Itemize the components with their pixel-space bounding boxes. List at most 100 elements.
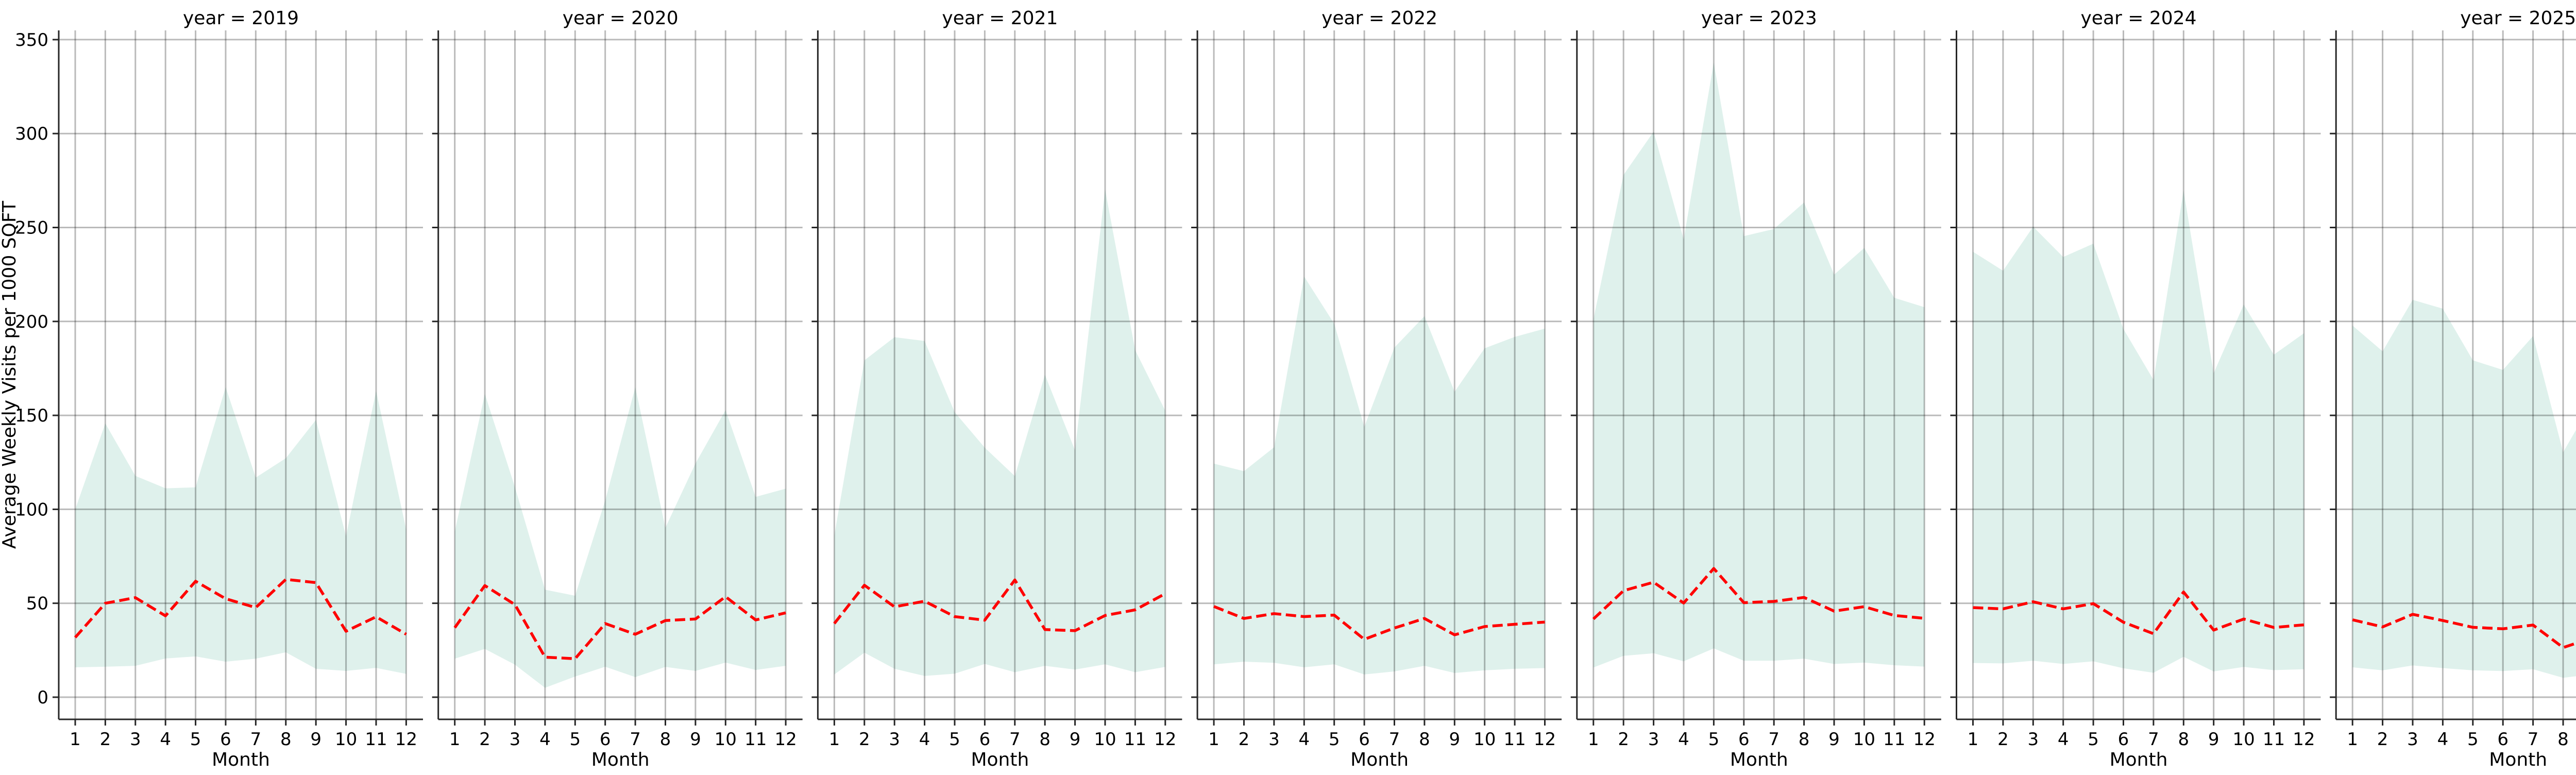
x-tick-label: 9: [1449, 729, 1460, 750]
x-tick-label: 11: [365, 729, 387, 750]
x-tick-label: 4: [539, 729, 551, 750]
x-tick-label: 9: [1828, 729, 1840, 750]
x-tick-label: 7: [1389, 729, 1400, 750]
x-tick-label: 10: [1094, 729, 1116, 750]
x-tick-label: 10: [715, 729, 737, 750]
y-tick-label: 100: [15, 499, 48, 520]
x-tick-label: 3: [2027, 729, 2039, 750]
x-tick-label: 1: [1588, 729, 1599, 750]
panel-title: year = 2019: [183, 8, 299, 29]
x-tick-label: 8: [2178, 729, 2189, 750]
x-tick-label: 4: [1678, 729, 1689, 750]
x-tick-label: 4: [1298, 729, 1310, 750]
median-line: [833, 578, 1166, 632]
x-tick-label: 5: [2088, 729, 2099, 750]
x-tick-label: 12: [774, 729, 796, 750]
x-tick-label: 8: [660, 729, 671, 750]
x-tick-label: 5: [1708, 729, 1720, 750]
x-tick-label: 5: [569, 729, 581, 750]
x-tick-label: 12: [395, 729, 417, 750]
x-tick-label: 4: [160, 729, 171, 750]
median-line: [1592, 567, 1925, 620]
x-tick-label: 2: [859, 729, 870, 750]
y-tick-label: 0: [37, 687, 48, 708]
x-tick-label: 8: [1419, 729, 1430, 750]
x-tick-label: 10: [335, 729, 357, 750]
x-tick-label: 11: [1503, 729, 1526, 750]
x-tick-label: 5: [190, 729, 201, 750]
x-tick-label: 11: [1883, 729, 1905, 750]
percentile-band: [834, 189, 1165, 676]
x-tick-label: 7: [1768, 729, 1780, 750]
x-tick-label: 12: [2293, 729, 2315, 750]
percentile-band: [454, 387, 786, 688]
x-axis-label: Month: [1350, 749, 1409, 770]
panel-title: year = 2022: [1321, 8, 1437, 29]
x-tick-label: 3: [2407, 729, 2418, 750]
y-tick-label: 300: [15, 124, 48, 144]
x-tick-label: 3: [1648, 729, 1659, 750]
x-tick-label: 2: [100, 729, 111, 750]
y-tick-label: 350: [15, 30, 48, 50]
x-tick-label: 5: [1329, 729, 1340, 750]
x-tick-label: 11: [1124, 729, 1146, 750]
x-tick-label: 8: [280, 729, 292, 750]
x-tick-label: 2: [1618, 729, 1629, 750]
x-tick-label: 1: [1208, 729, 1219, 750]
x-tick-label: 4: [2058, 729, 2069, 750]
y-tick-label: 200: [15, 312, 48, 332]
x-tick-label: 2: [1997, 729, 2009, 750]
panel-title: year = 2025: [2460, 8, 2576, 29]
median-line: [453, 584, 786, 661]
x-tick-label: 9: [690, 729, 701, 750]
x-tick-label: 11: [2263, 729, 2285, 750]
x-tick-label: 3: [510, 729, 521, 750]
x-tick-label: 9: [310, 729, 321, 750]
x-tick-label: 3: [1268, 729, 1280, 750]
x-tick-label: 9: [1070, 729, 1081, 750]
x-axis-label: Month: [2489, 749, 2547, 770]
percentile-band: [1973, 190, 2304, 673]
x-tick-label: 3: [889, 729, 900, 750]
x-axis-label: Month: [212, 749, 270, 770]
x-tick-label: 8: [1799, 729, 1810, 750]
x-tick-label: 11: [744, 729, 767, 750]
median-line: [2352, 613, 2576, 649]
x-axis-label: Month: [1730, 749, 1788, 770]
x-tick-label: 12: [1913, 729, 1936, 750]
x-tick-label: 1: [2347, 729, 2358, 750]
y-tick-label: 250: [15, 218, 48, 239]
panel-title: year = 2024: [2081, 8, 2197, 29]
x-tick-label: 7: [2148, 729, 2159, 750]
percentile-band: [75, 387, 406, 674]
x-tick-label: 2: [2377, 729, 2388, 750]
panel-title: year = 2020: [563, 8, 679, 29]
facet-panel-2025: year = 2025123456789101112Month: [2330, 8, 2576, 770]
x-tick-label: 7: [630, 729, 641, 750]
y-axis-label: Average Weekly Visits per 1000 SQFT: [0, 200, 20, 549]
x-tick-label: 8: [1039, 729, 1050, 750]
x-tick-label: 6: [979, 729, 991, 750]
y-tick-label: 50: [26, 594, 48, 614]
x-axis-label: Month: [971, 749, 1029, 770]
x-tick-label: 7: [1009, 729, 1021, 750]
x-tick-label: 1: [1968, 729, 1979, 750]
x-tick-label: 6: [600, 729, 611, 750]
x-tick-label: 1: [449, 729, 461, 750]
x-tick-label: 4: [919, 729, 930, 750]
panel-title: year = 2023: [1701, 8, 1817, 29]
x-tick-label: 2: [479, 729, 490, 750]
x-tick-label: 3: [130, 729, 141, 750]
x-tick-label: 6: [220, 729, 231, 750]
x-tick-label: 5: [2467, 729, 2479, 750]
percentile-band: [2352, 299, 2576, 678]
percentile-band: [1593, 62, 1925, 668]
